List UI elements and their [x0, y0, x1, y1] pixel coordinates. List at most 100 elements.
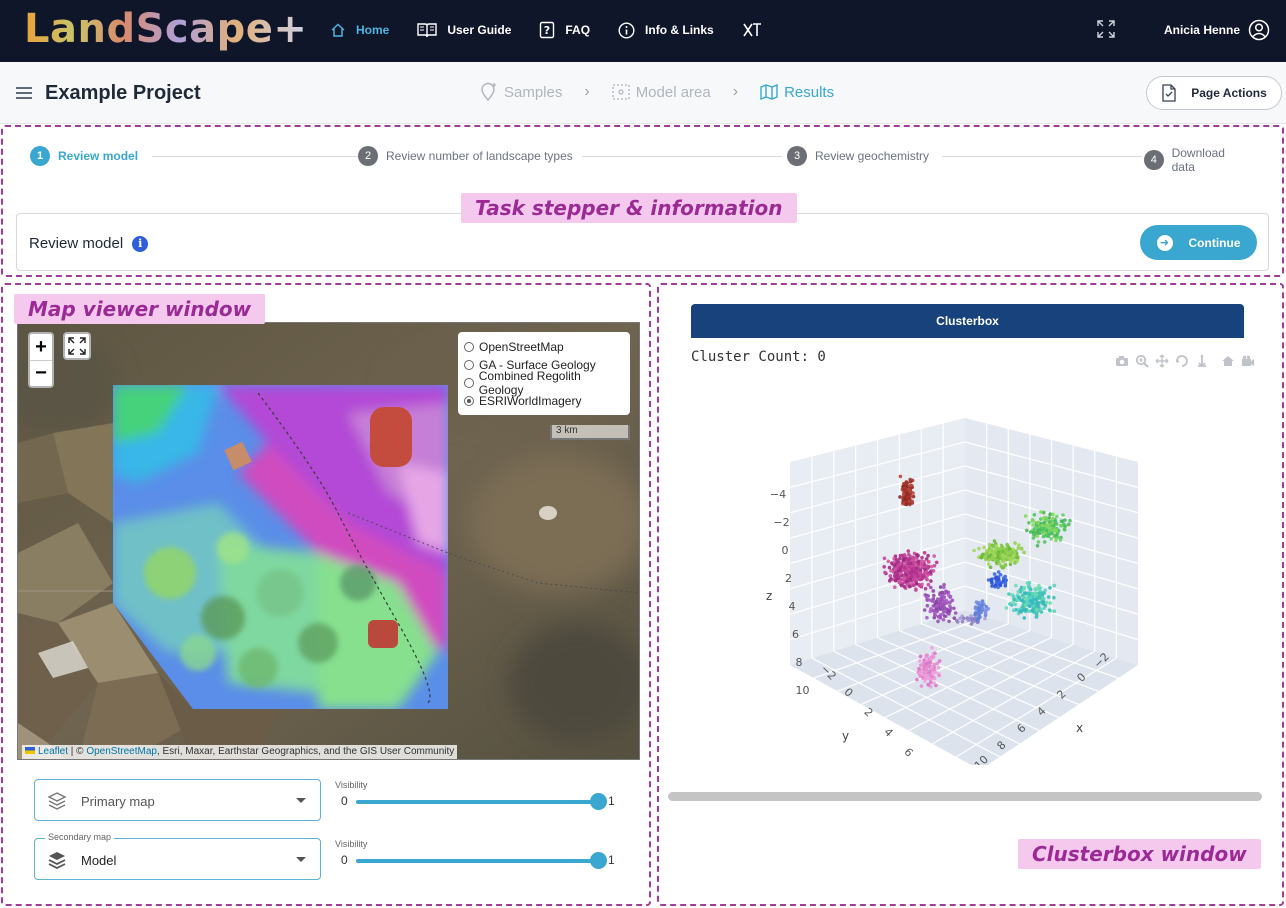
cluster-point [932, 593, 936, 598]
nav-items: Home User Guide ? FAQ Info & Links [330, 0, 800, 60]
z-axis-tick: 0 [782, 544, 789, 557]
cluster-point [907, 574, 911, 578]
user-name: Anicia Henne [1163, 23, 1240, 37]
cluster-point [903, 486, 907, 490]
cluster-point [928, 660, 933, 665]
cluster-point [908, 477, 912, 482]
slider-min-label: 0 [341, 794, 348, 808]
cluster-point [1042, 540, 1047, 544]
nav-user-guide[interactable]: User Guide [417, 22, 511, 38]
radio-button[interactable] [464, 378, 474, 388]
cluster-point [929, 665, 934, 669]
layer-option-openstreetmap[interactable]: OpenStreetMap [464, 338, 624, 356]
user-menu[interactable]: Anicia Henne [1164, 0, 1270, 60]
layer-option-surface-geology[interactable]: GA - Surface Geology [464, 356, 624, 374]
secondary-map-select[interactable]: Secondary map Model [34, 832, 321, 880]
cluster-point [902, 569, 907, 573]
camera-icon[interactable] [1115, 354, 1129, 373]
cluster-point [1004, 606, 1009, 610]
cluster-point [1012, 550, 1017, 554]
cluster-point [934, 607, 939, 611]
cluster-point [923, 586, 928, 591]
nav-xt[interactable] [742, 22, 772, 38]
cluster-point [973, 613, 977, 617]
radio-button[interactable] [464, 342, 474, 352]
step-review-geochemistry[interactable]: 3 Review geochemistry [787, 146, 936, 166]
plot-modebar [1115, 354, 1261, 373]
layer-option-regolith-geology[interactable]: Combined Regolith Geology [464, 369, 624, 397]
cluster-point [994, 544, 999, 548]
cluster-point [934, 683, 938, 688]
cluster-point [932, 564, 937, 568]
page-actions-button[interactable]: Page Actions [1146, 76, 1282, 110]
cluster-point [1052, 609, 1056, 613]
map-viewer[interactable]: + − OpenStreetMap GA - Surface Geology C… [17, 322, 640, 760]
zoom-out-button[interactable]: − [30, 360, 52, 386]
slider-thumb[interactable] [590, 852, 607, 869]
turntable-icon[interactable] [1195, 354, 1209, 373]
radio-button-selected[interactable] [464, 396, 474, 406]
cluster-point [983, 616, 987, 621]
radio-button[interactable] [464, 360, 474, 370]
primary-visibility-slider[interactable]: 0 1 [341, 791, 621, 811]
cluster-point [984, 557, 988, 562]
secondary-visibility-slider[interactable]: 0 1 [341, 850, 621, 870]
camera-view-icon[interactable] [1241, 354, 1255, 373]
orbit-icon[interactable] [1175, 354, 1189, 373]
cluster-point [924, 653, 929, 658]
cluster-point [1049, 537, 1053, 541]
info-icon[interactable]: i [132, 235, 149, 252]
cluster-point [993, 583, 998, 587]
hamburger-button[interactable] [15, 86, 33, 105]
cluster-point [1031, 603, 1035, 608]
cluster-point [932, 608, 936, 613]
nav-faq[interactable]: ? FAQ [539, 21, 590, 39]
continue-button[interactable]: ➜ Continue [1140, 225, 1257, 260]
cluster-point [910, 564, 915, 569]
nav-home[interactable]: Home [330, 22, 389, 38]
cluster-point [923, 679, 927, 683]
step-review-model[interactable]: 1 Review model [30, 146, 145, 166]
crumb-model-area[interactable]: Model area [612, 84, 711, 101]
cluster-point [990, 581, 994, 585]
map-fullscreen-button[interactable] [63, 332, 91, 360]
cluster-point [1044, 600, 1049, 605]
cluster-point [1036, 540, 1041, 544]
cluster-point [923, 656, 928, 660]
step-download-data[interactable]: 4 Download data [1144, 146, 1256, 174]
cluster-point [1051, 512, 1055, 517]
cluster-point [1025, 528, 1029, 533]
nav-info-links[interactable]: Info & Links [618, 21, 714, 39]
app-logo[interactable]: LandScape+ [24, 6, 308, 52]
slider-thumb[interactable] [590, 793, 607, 810]
cluster-point [923, 567, 927, 572]
crumb-results[interactable]: Results [760, 84, 834, 101]
cluster-point [952, 616, 957, 620]
nav-home-label: Home [356, 23, 390, 37]
cluster-point [904, 579, 909, 584]
attribution-rest: , Esri, Maxar, Earthstar Geographics, an… [156, 746, 455, 757]
pan-icon[interactable] [1155, 354, 1169, 373]
horizontal-scrollbar[interactable] [668, 792, 1262, 801]
step-review-landscape-types[interactable]: 2 Review number of landscape types [358, 146, 579, 166]
crumb-samples[interactable]: Samples [480, 82, 562, 102]
fullscreen-button[interactable] [1097, 20, 1115, 43]
layer-option-esri-imagery[interactable]: ESRIWorldImagery [464, 392, 624, 410]
gridline [964, 585, 1139, 641]
leaflet-link[interactable]: Leaflet [38, 746, 69, 757]
primary-map-select[interactable]: Primary map [34, 779, 321, 821]
osm-link[interactable]: OpenStreetMap [86, 746, 157, 757]
cluster-point [993, 554, 997, 558]
x-axis-label: x [1076, 721, 1083, 735]
cluster-point [895, 565, 900, 570]
cluster-point [920, 667, 924, 672]
chevron-right-icon: › [732, 83, 739, 100]
zoom-icon[interactable] [1135, 354, 1149, 373]
zoom-in-button[interactable]: + [35, 335, 47, 358]
map-scale-bar: 3 km [550, 425, 630, 440]
cluster-point [1032, 532, 1036, 537]
cluster-point [979, 555, 984, 560]
home-icon[interactable] [1221, 354, 1235, 373]
cluster-point [1040, 591, 1045, 595]
